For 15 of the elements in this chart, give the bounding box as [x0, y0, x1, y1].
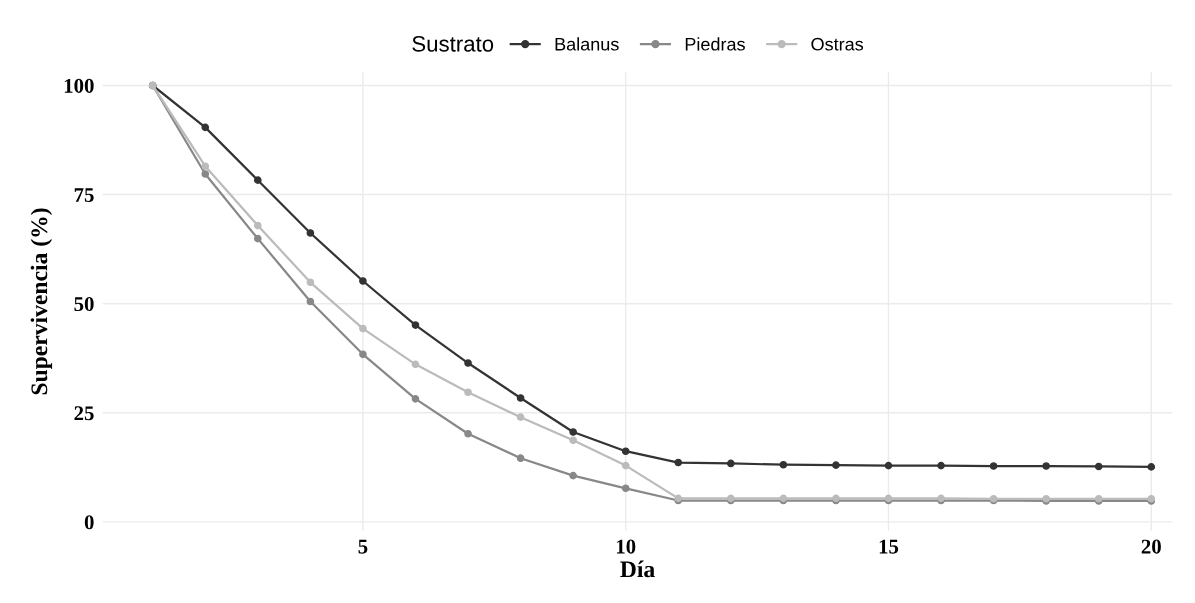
legend-label: Balanus — [555, 37, 619, 51]
x-tick-label: 20 — [1141, 539, 1161, 554]
x-tick-label: 5 — [358, 539, 368, 554]
y-tick-label: 0 — [84, 515, 94, 530]
x-tick-label: 15 — [879, 539, 899, 554]
y-tick-label: 75 — [74, 188, 94, 202]
legend-title: Sustrato — [412, 35, 494, 52]
y-tick-label: 100 — [64, 78, 94, 93]
legend-label: Ostras — [811, 37, 864, 51]
x-axis-title: Día — [620, 560, 655, 578]
y-axis-title: Supervivencia (%) — [30, 208, 53, 395]
x-tick-label: 10 — [616, 539, 636, 554]
y-tick-label: 25 — [74, 406, 94, 421]
y-tick-label: 50 — [74, 297, 94, 312]
legend-label: Piedras — [685, 37, 745, 51]
